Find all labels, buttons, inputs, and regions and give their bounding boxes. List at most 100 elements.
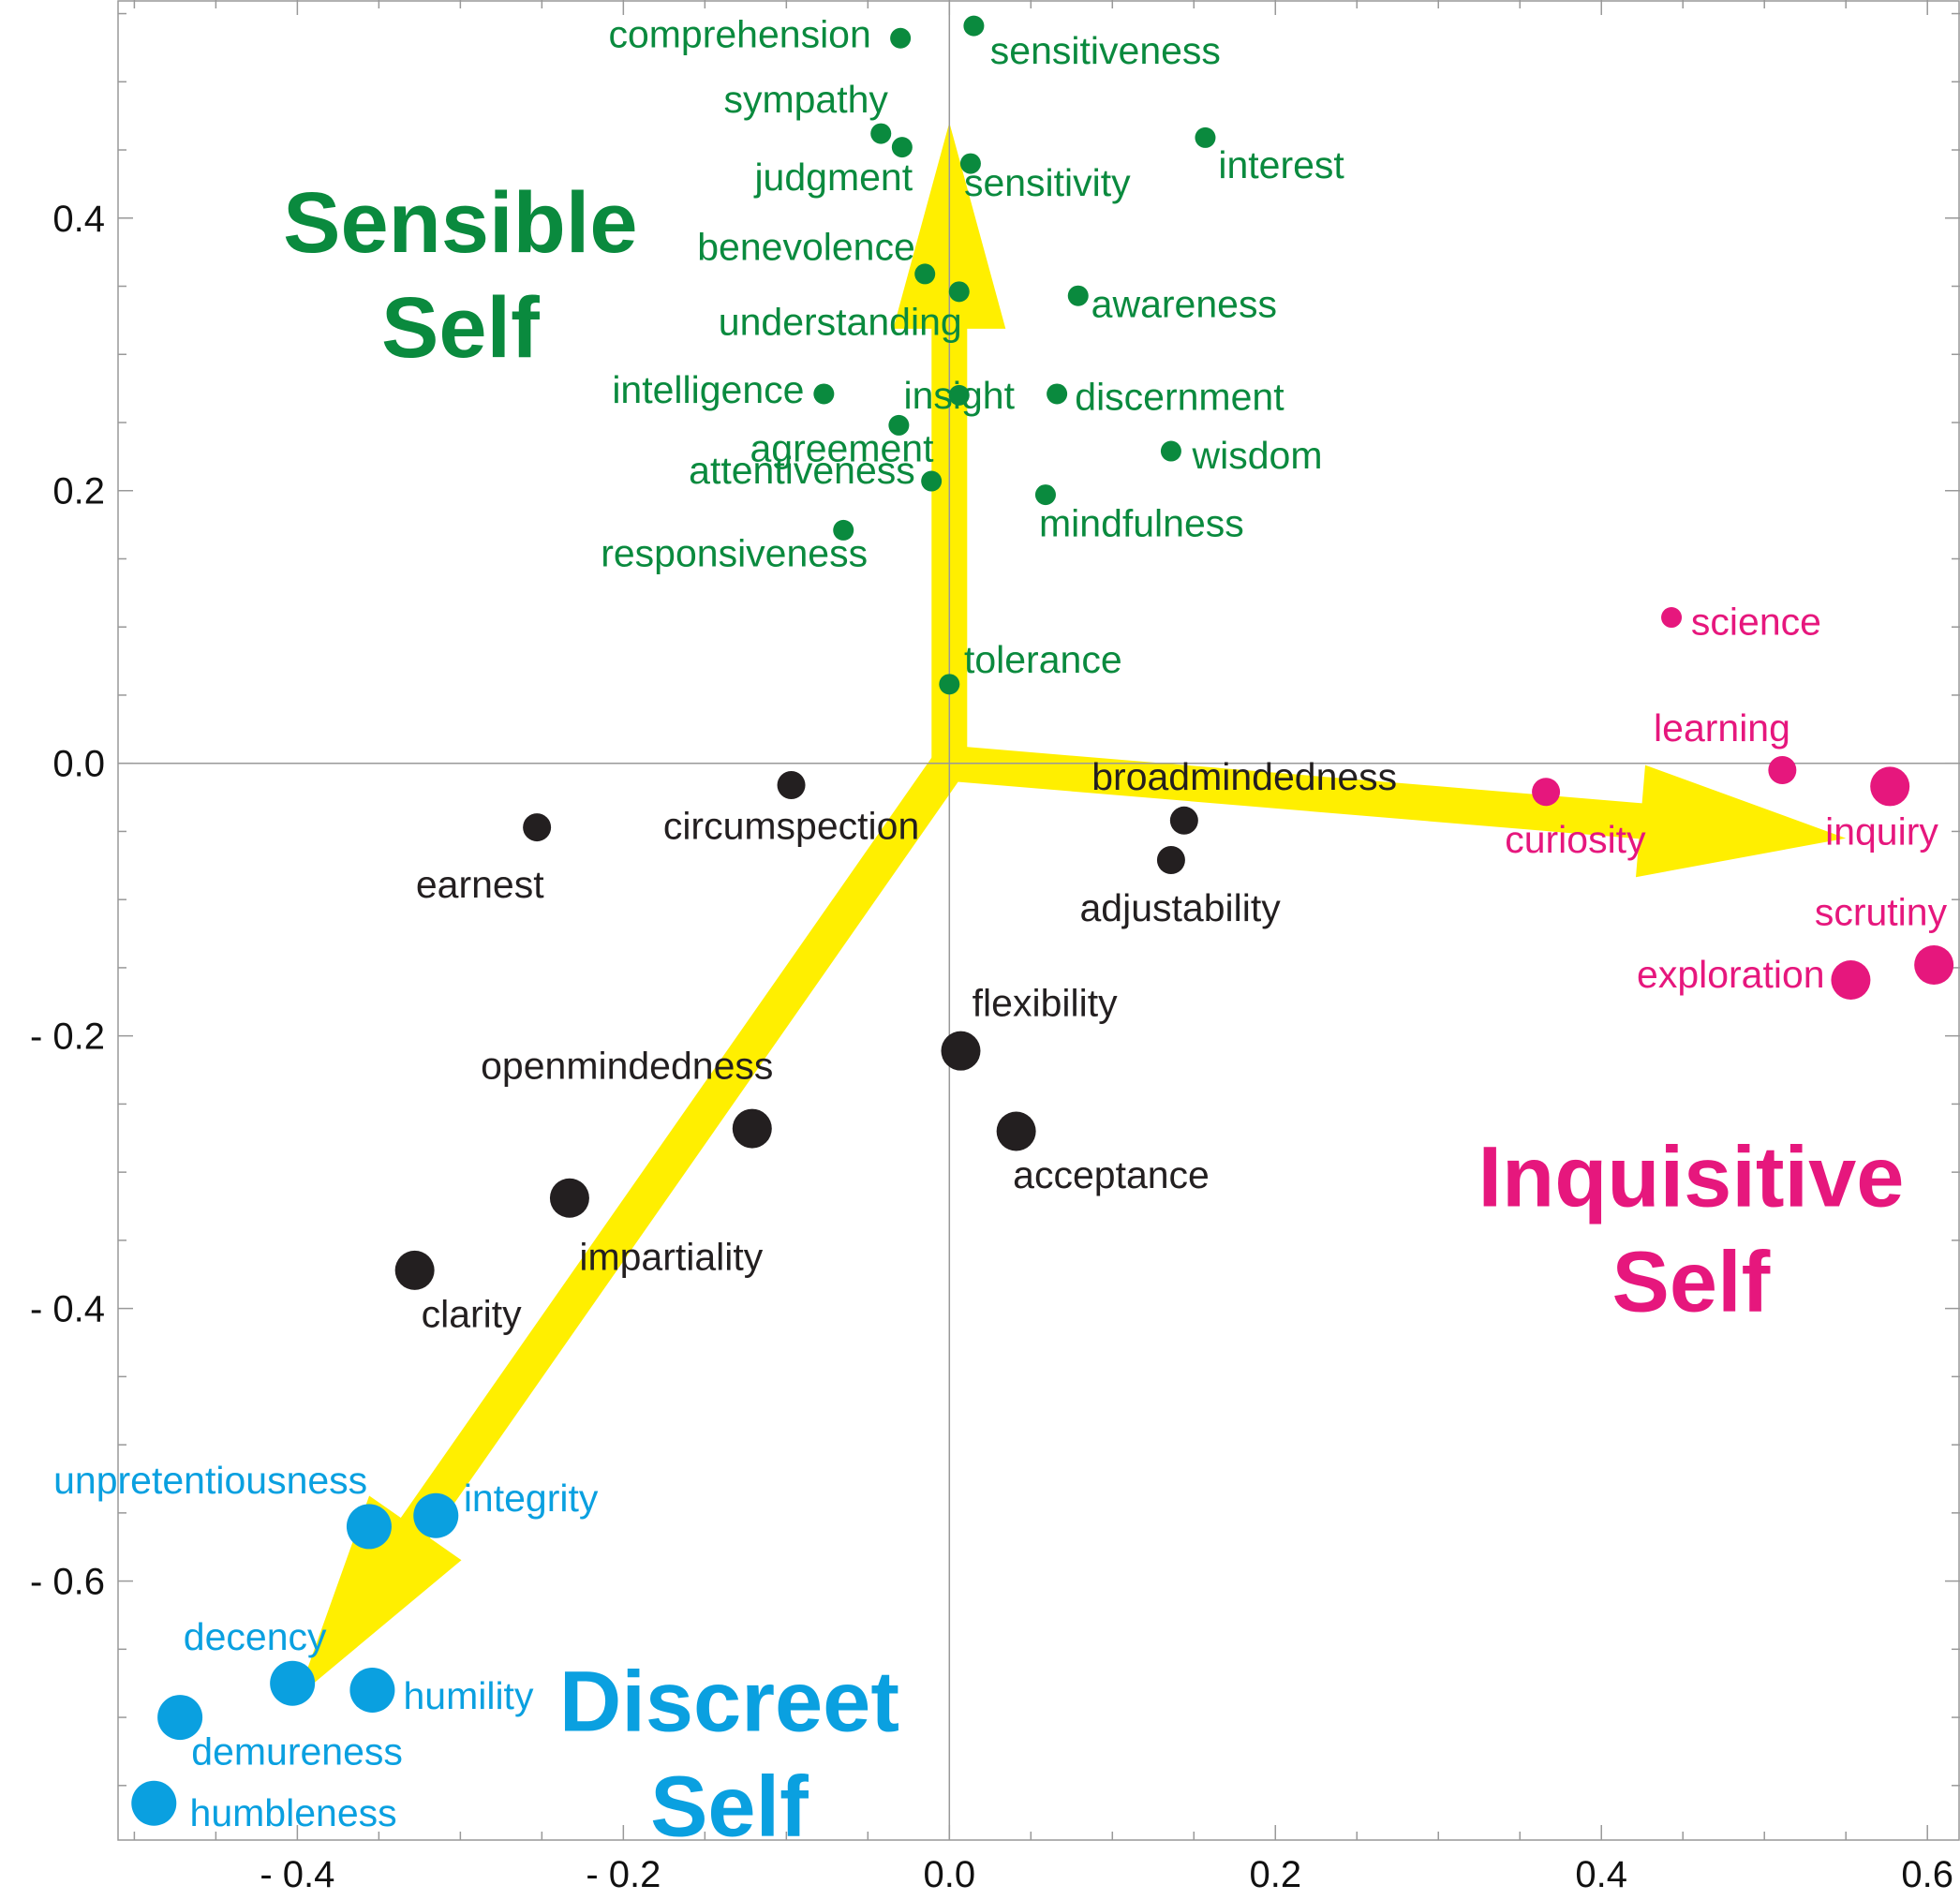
point-label-demureness: demureness <box>191 1729 403 1773</box>
point-impartiality <box>549 1178 589 1218</box>
point-humbleness <box>131 1780 177 1826</box>
point-label-flexibility: flexibility <box>973 982 1118 1025</box>
yellow-arrow-2 <box>942 745 1847 878</box>
point-label-clarity: clarity <box>422 1292 523 1335</box>
point-label-humbleness: humbleness <box>190 1791 397 1834</box>
point-label-inquiry: inquiry <box>1825 809 1938 853</box>
point-inquiry <box>1870 766 1910 807</box>
point-openmindedness <box>732 1108 772 1149</box>
point-interest <box>1195 126 1216 148</box>
point-label-benevolence: benevolence <box>697 225 915 268</box>
point-attentiveness <box>921 470 943 492</box>
point-adjustability <box>1156 845 1185 874</box>
point-scrutiny <box>1914 945 1954 986</box>
point-comprehension <box>890 27 912 49</box>
point-label-earnest: earnest <box>416 863 544 906</box>
point-label-understanding: understanding <box>719 300 962 343</box>
point-sensitiveness <box>963 15 985 37</box>
point-label-wisdom: wisdom <box>1192 434 1323 477</box>
y-tick-label: - 0.6 <box>30 1562 105 1603</box>
point-integrity <box>413 1492 459 1538</box>
x-tick-label: 0.4 <box>1575 1854 1627 1895</box>
point-judgment <box>891 137 913 158</box>
point-label-tolerance: tolerance <box>964 638 1122 681</box>
point-unpretentiousness <box>346 1504 392 1550</box>
group-label-discreet-1: Discreet <box>559 1655 899 1750</box>
point-awareness <box>1067 285 1089 306</box>
point-label-discernment: discernment <box>1075 375 1284 418</box>
y-tick-label: - 0.2 <box>30 1017 105 1058</box>
group-label-sensible-1: Sensible <box>283 175 637 271</box>
point-label-attentiveness: attentiveness <box>689 449 915 492</box>
point-labels-layer: comprehension sensitiveness sympathy judgme… <box>53 12 1947 1834</box>
point-label-scrutiny: scrutiny <box>1815 890 1948 933</box>
point-label-intelligence: intelligence <box>612 368 804 411</box>
point-responsiveness <box>833 519 854 541</box>
point-intelligence <box>813 383 835 405</box>
points-layer <box>131 15 1954 1826</box>
point-label-broadmindedness: broadmindedness <box>1091 755 1397 798</box>
x-tick-label: - 0.4 <box>260 1854 334 1895</box>
point-humility <box>349 1667 395 1713</box>
point-curiosity <box>1532 778 1561 807</box>
point-flexibility <box>941 1031 981 1071</box>
y-tick-label: - 0.4 <box>30 1289 105 1330</box>
point-label-agreement: agreement <box>750 427 934 470</box>
point-label-sensitiveness: sensitiveness <box>990 29 1221 72</box>
point-label-unpretentiousness: unpretentiousness <box>53 1459 367 1502</box>
yellow-arrow-3 <box>297 748 968 1698</box>
point-label-decency: decency <box>184 1615 327 1658</box>
point-mindfulness <box>1034 484 1056 506</box>
x-tick-label: 0.6 <box>1901 1854 1953 1895</box>
y-tick-label: 0.0 <box>52 744 105 785</box>
point-label-sympathy: sympathy <box>723 78 888 121</box>
point-label-comprehension: comprehension <box>608 12 870 55</box>
point-label-integrity: integrity <box>464 1477 599 1520</box>
x-tick-label: 0.2 <box>1249 1854 1301 1895</box>
point-acceptance <box>996 1111 1036 1151</box>
point-label-science: science <box>1691 600 1821 643</box>
point-understanding <box>948 281 970 303</box>
point-label-acceptance: acceptance <box>1013 1153 1210 1196</box>
point-label-judgment: judgment <box>753 156 913 199</box>
x-tick-label: 0.0 <box>924 1854 976 1895</box>
x-tick-label: - 0.2 <box>586 1854 661 1895</box>
group-label-inquisitive-2: Self <box>1612 1235 1771 1330</box>
point-sensitivity <box>959 153 981 174</box>
point-label-exploration: exploration <box>1637 953 1825 996</box>
point-sympathy <box>870 123 892 144</box>
point-label-curiosity: curiosity <box>1505 818 1646 861</box>
point-insight <box>948 384 970 406</box>
point-label-awareness: awareness <box>1091 282 1277 325</box>
point-label-insight: insight <box>903 374 1015 417</box>
point-label-openmindedness: openmindedness <box>481 1045 773 1088</box>
point-circumspection <box>777 770 806 799</box>
group-label-discreet-2: Self <box>650 1759 809 1855</box>
point-agreement <box>888 414 910 436</box>
plot-frame <box>117 0 1960 1841</box>
y-tick-label: 0.2 <box>52 471 105 512</box>
point-benevolence <box>914 263 936 285</box>
point-broadmindedness <box>1169 806 1198 835</box>
point-demureness <box>157 1695 203 1741</box>
point-tolerance <box>939 674 960 695</box>
group-label-sensible-2: Self <box>381 280 540 376</box>
point-label-learning: learning <box>1654 706 1790 750</box>
point-discernment <box>1047 383 1068 405</box>
point-label-impartiality: impartiality <box>579 1235 763 1278</box>
point-clarity <box>394 1250 435 1290</box>
point-earnest <box>523 813 552 842</box>
group-label-inquisitive-1: Inquisitive <box>1477 1130 1904 1225</box>
axes-layer: - 0.4 - 0.2 0.0 0.2 0.4 0.6 0.4 0.2 0.0 - 0.2 - 0.… <box>30 0 1960 1895</box>
point-science <box>1661 607 1683 629</box>
point-label-interest: interest <box>1218 143 1344 186</box>
point-label-circumspection: circumspection <box>663 805 919 848</box>
point-label-adjustability: adjustability <box>1079 886 1281 929</box>
point-wisdom <box>1160 440 1181 462</box>
point-exploration <box>1831 960 1871 1001</box>
point-learning <box>1768 755 1797 784</box>
point-label-sensitivity: sensitivity <box>964 161 1131 204</box>
point-label-responsiveness: responsiveness <box>601 532 868 575</box>
